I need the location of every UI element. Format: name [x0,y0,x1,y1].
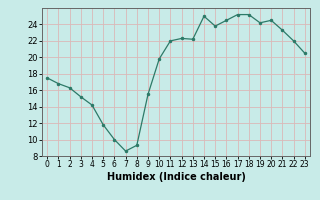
X-axis label: Humidex (Indice chaleur): Humidex (Indice chaleur) [107,172,245,182]
